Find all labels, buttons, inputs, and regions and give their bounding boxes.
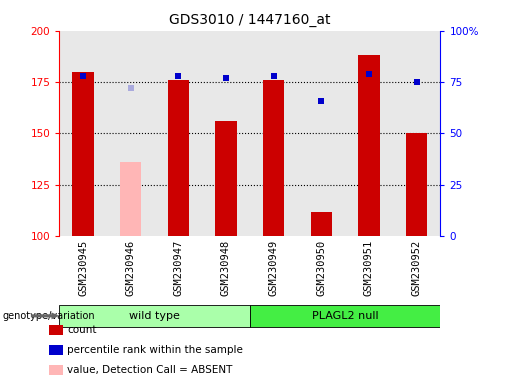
Text: percentile rank within the sample: percentile rank within the sample xyxy=(67,345,243,355)
Text: PLAGL2 null: PLAGL2 null xyxy=(312,311,379,321)
Bar xyxy=(72,72,94,236)
FancyBboxPatch shape xyxy=(250,305,440,327)
Bar xyxy=(120,162,142,236)
Text: GSM230951: GSM230951 xyxy=(364,240,374,296)
Text: GSM230946: GSM230946 xyxy=(126,240,135,296)
FancyBboxPatch shape xyxy=(59,305,250,327)
Text: value, Detection Call = ABSENT: value, Detection Call = ABSENT xyxy=(67,365,232,375)
Title: GDS3010 / 1447160_at: GDS3010 / 1447160_at xyxy=(169,13,331,27)
Text: GSM230947: GSM230947 xyxy=(174,240,183,296)
Text: genotype/variation: genotype/variation xyxy=(3,311,95,321)
Bar xyxy=(167,80,189,236)
Bar xyxy=(311,212,332,236)
Text: wild type: wild type xyxy=(129,311,180,321)
Text: GSM230948: GSM230948 xyxy=(221,240,231,296)
Bar xyxy=(263,80,284,236)
Bar xyxy=(406,134,427,236)
Text: GSM230949: GSM230949 xyxy=(269,240,279,296)
Text: GSM230952: GSM230952 xyxy=(411,240,421,296)
Text: count: count xyxy=(67,325,96,335)
Bar xyxy=(215,121,237,236)
Bar xyxy=(358,55,380,236)
Text: GSM230945: GSM230945 xyxy=(78,240,88,296)
Text: GSM230950: GSM230950 xyxy=(316,240,326,296)
